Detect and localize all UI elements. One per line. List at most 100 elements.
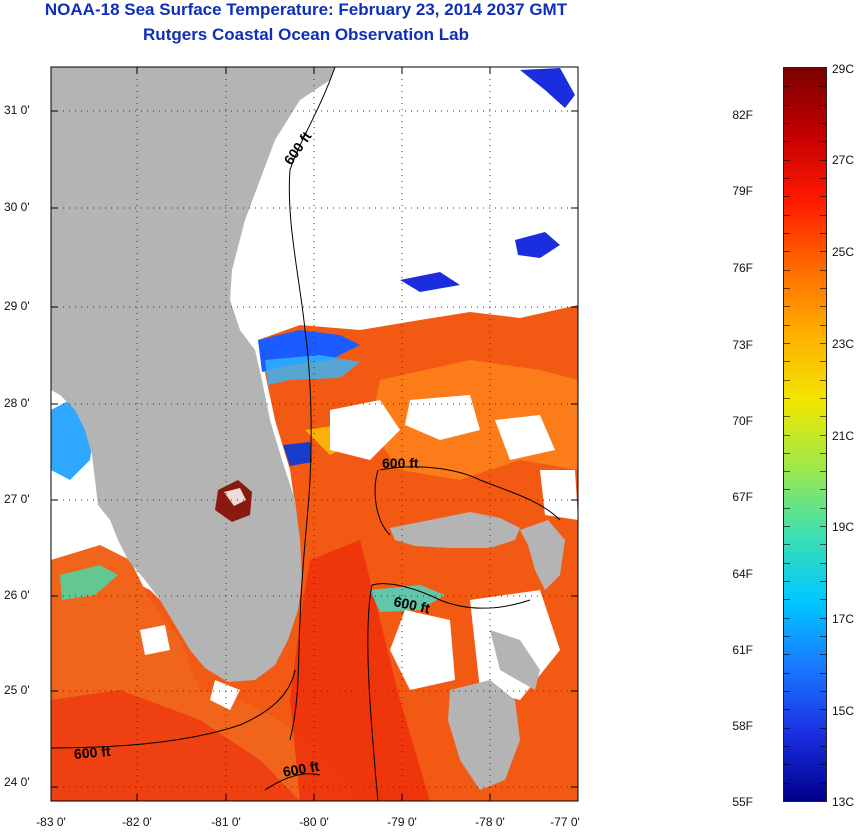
lat-label-29: 29 0' (4, 299, 30, 313)
page-subtitle: Rutgers Coastal Ocean Observation Lab (143, 25, 469, 44)
colorbar-tick (784, 489, 790, 491)
colorbar-tick (820, 342, 826, 344)
colorbar-tick (784, 177, 790, 179)
colorbar-tick (820, 251, 826, 253)
colorbar-c-label: 13C (832, 795, 855, 809)
colorbar-tick (820, 544, 826, 546)
colorbar-tick (820, 177, 826, 179)
colorbar-tick (784, 764, 790, 766)
lat-label-31: 31 0' (4, 103, 30, 117)
colorbar-tick (820, 507, 826, 509)
land-florida (51, 67, 335, 682)
colorbar-c-label: 21C (832, 429, 855, 443)
colorbar-tick (784, 251, 790, 253)
colorbar-tick (784, 416, 790, 418)
colorbar-f-label: 67F (732, 490, 753, 504)
colorbar-f-label: 64F (732, 567, 753, 581)
colorbar-tick (784, 709, 790, 711)
sst-cold-patch-3 (400, 272, 460, 292)
colorbar-tick (784, 617, 790, 619)
colorbar-tick (820, 269, 826, 271)
colorbar-tick (784, 471, 790, 473)
colorbar-f-label: 79F (732, 184, 753, 198)
colorbar-tick (820, 654, 826, 656)
colorbar-tick (820, 471, 826, 473)
lon-label-78: -78 0' (475, 815, 505, 829)
land-eleuthera (490, 630, 540, 690)
colorbar-tick (784, 141, 790, 143)
land-abaco (520, 520, 565, 590)
colorbar-tick (784, 306, 790, 308)
sst-cold-patch-ne (515, 232, 560, 258)
colorbar-tick (820, 782, 826, 784)
sst-cold-patch-n (520, 68, 575, 108)
colorbar-tick (784, 562, 790, 564)
colorbar-tick (784, 654, 790, 656)
colorbar-tick (784, 526, 790, 528)
colorbar-f-label: 76F (732, 261, 753, 275)
colorbar-tick (820, 159, 826, 161)
colorbar-f-label: 61F (732, 643, 753, 657)
lat-label-24: 24 0' (4, 775, 30, 789)
colorbar-tick (784, 691, 790, 693)
colorbar-tick (820, 306, 826, 308)
page-title: NOAA-18 Sea Surface Temperature: Februar… (44, 0, 568, 19)
colorbar-f-label: 58F (732, 719, 753, 733)
colorbar-tick (820, 452, 826, 454)
lake-cloud (224, 488, 246, 506)
colorbar-tick (820, 617, 826, 619)
colorbar-c-label: 23C (832, 337, 855, 351)
colorbar-tick (820, 764, 826, 766)
colorbar-tick (820, 636, 826, 638)
colorbar-tick (820, 397, 826, 399)
colorbar-tick (820, 196, 826, 198)
colorbar-tick (820, 86, 826, 88)
colorbar-tick (784, 599, 790, 601)
lat-label-26: 26 0' (4, 588, 30, 602)
colorbar-tick (820, 232, 826, 234)
lon-label-77: -77 0' (550, 815, 580, 829)
colorbar-c-label: 15C (832, 704, 855, 718)
sst-cool-gulf-2 (60, 565, 118, 600)
sst-cool-shelf-2 (265, 355, 360, 385)
lon-label-83: -83 0' (36, 815, 66, 829)
colorbar-tick (784, 434, 790, 436)
colorbar-tick (820, 324, 826, 326)
colorbar-tick (820, 526, 826, 528)
lat-label-30: 30 0' (4, 200, 30, 214)
colorbar-tick (820, 361, 826, 363)
colorbar-tick (820, 122, 826, 124)
lat-label-28: 28 0' (4, 396, 30, 410)
lat-label-25: 25 0' (4, 683, 30, 697)
colorbar-tick (820, 727, 826, 729)
colorbar-tick (820, 562, 826, 564)
colorbar-tick (784, 782, 790, 784)
lon-label-80: -80 0' (299, 815, 329, 829)
colorbar-tick (820, 141, 826, 143)
colorbar-tick (784, 324, 790, 326)
colorbar-tick (784, 361, 790, 363)
colorbar-f-label: 82F (732, 108, 753, 122)
colorbar-tick (784, 287, 790, 289)
map-ticks (50, 67, 578, 801)
colorbar-tick (820, 599, 826, 601)
lon-label-81: -81 0' (211, 815, 241, 829)
colorbar-tick (820, 581, 826, 583)
isobath-contours (51, 67, 561, 801)
sst-red-patch (51, 690, 300, 801)
colorbar-tick (820, 287, 826, 289)
land-andros (448, 680, 520, 790)
colorbar-tick (784, 342, 790, 344)
colorbar-tick (820, 214, 826, 216)
colorbar-f-label: 73F (732, 338, 753, 352)
colorbar-tick (784, 379, 790, 381)
colorbar-tick (784, 672, 790, 674)
colorbar-c-label: 25C (832, 245, 855, 259)
lon-label-79: -79 0' (387, 815, 417, 829)
colorbar-f-label: 55F (732, 795, 753, 809)
colorbar-tick (820, 434, 826, 436)
sst-cool-bahamas (370, 585, 445, 612)
colorbar-tick (820, 691, 826, 693)
colorbar-tick (820, 746, 826, 748)
